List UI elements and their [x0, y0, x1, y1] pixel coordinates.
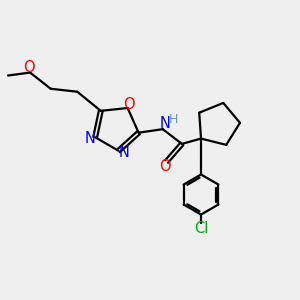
Text: O: O — [159, 159, 171, 174]
Text: O: O — [23, 60, 34, 75]
Text: N: N — [118, 145, 129, 160]
Text: H: H — [169, 113, 178, 126]
Text: N: N — [160, 116, 170, 131]
Text: N: N — [84, 131, 95, 146]
Text: O: O — [123, 97, 135, 112]
Text: Cl: Cl — [194, 220, 208, 236]
